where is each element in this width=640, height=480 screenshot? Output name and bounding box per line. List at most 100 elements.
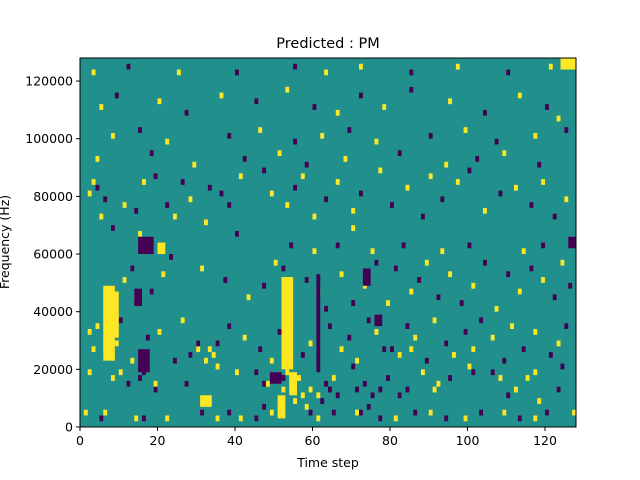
heatmap-cell	[421, 369, 425, 376]
heatmap-cell	[432, 386, 437, 393]
heatmap-cell	[545, 104, 549, 110]
heatmap-cell	[444, 415, 449, 422]
heatmap-cell	[138, 230, 143, 237]
heatmap-cell	[467, 242, 472, 249]
heatmap-block	[560, 58, 576, 70]
heatmap-cell	[390, 202, 394, 208]
heatmap-cell	[343, 156, 348, 162]
heatmap-cell	[242, 156, 247, 162]
heatmap-cell	[169, 254, 174, 260]
heatmap-cell	[483, 207, 487, 214]
heatmap-cell	[359, 63, 363, 70]
heatmap-cell	[173, 357, 177, 364]
heatmap-cell	[498, 190, 503, 197]
heatmap-cell	[215, 363, 220, 370]
heatmap-cell	[324, 196, 329, 203]
heatmap-cell	[103, 196, 108, 203]
y-tick-label: 120000	[25, 74, 73, 89]
heatmap-cell	[277, 328, 282, 335]
heatmap-cell	[351, 225, 356, 231]
heatmap-block	[157, 242, 166, 255]
heatmap-cell	[471, 369, 476, 376]
heatmap-cell	[409, 288, 414, 295]
heatmap-cell	[242, 334, 247, 341]
heatmap-cell	[471, 282, 476, 289]
heatmap-cell	[281, 386, 286, 393]
heatmap-block	[138, 349, 150, 373]
heatmap-cell	[126, 380, 131, 387]
heatmap-cell	[262, 282, 267, 289]
heatmap-block	[138, 236, 154, 255]
heatmap-cell	[479, 317, 484, 324]
heatmap-cell	[196, 340, 201, 347]
heatmap-cell	[258, 346, 263, 353]
heatmap-cell	[335, 179, 340, 185]
heatmap-cell	[541, 277, 546, 283]
heatmap-cell	[142, 415, 146, 422]
heatmap-cell	[378, 415, 383, 422]
heatmap-cell	[320, 132, 325, 139]
heatmap-cell	[413, 409, 418, 416]
heatmap-cell	[219, 190, 224, 197]
heatmap-cell	[320, 398, 325, 404]
chart-title: Predicted : PM	[276, 36, 379, 52]
heatmap-cell	[552, 213, 557, 220]
heatmap-cell	[467, 363, 472, 370]
heatmap-cell	[331, 409, 336, 416]
heatmap-cell	[483, 109, 487, 116]
heatmap-cell	[289, 242, 294, 249]
heatmap-cell	[463, 328, 468, 335]
heatmap-cell	[211, 352, 216, 358]
heatmap-cell	[517, 288, 522, 295]
heatmap-cell	[537, 161, 542, 168]
heatmap-cell	[312, 104, 317, 110]
x-tick-label: 100	[456, 433, 480, 448]
heatmap-cell	[440, 196, 445, 203]
heatmap-cell	[122, 202, 127, 208]
heatmap-cell	[308, 386, 313, 393]
heatmap-cell	[200, 409, 205, 416]
heatmap-block	[277, 395, 286, 419]
heatmap-cell	[312, 248, 317, 255]
heatmap-cell	[227, 132, 232, 139]
heatmap-cell	[138, 127, 143, 133]
heatmap-cell	[409, 69, 414, 76]
heatmap-cell	[142, 179, 146, 185]
heatmap-cell	[204, 357, 208, 364]
heatmap-cell	[316, 415, 321, 422]
heatmap-cell	[145, 334, 150, 341]
heatmap-cell	[99, 415, 104, 422]
heatmap-cell	[254, 369, 259, 376]
heatmap-cell	[490, 334, 495, 341]
heatmap-cell	[161, 271, 166, 278]
heatmap-cell	[335, 109, 340, 116]
heatmap-cell	[122, 277, 127, 283]
heatmap-cell	[366, 403, 371, 410]
heatmap-cell	[219, 92, 224, 99]
heatmap-cell	[424, 259, 429, 266]
heatmap-cell	[506, 392, 511, 399]
heatmap-cell	[91, 346, 96, 353]
heatmap-cell	[111, 225, 115, 231]
x-axis-label: Time step	[296, 455, 359, 470]
heatmap-cell	[386, 300, 391, 306]
heatmap-cell	[293, 398, 298, 404]
heatmap-cell	[444, 161, 449, 168]
heatmap-cell	[521, 346, 526, 353]
heatmap-cell	[502, 150, 507, 157]
heatmap-cell	[269, 190, 274, 197]
heatmap-cell	[533, 369, 538, 376]
heatmap-cell	[293, 63, 298, 70]
heatmap-cell	[355, 409, 360, 416]
x-tick-label: 60	[305, 433, 321, 448]
heatmap-cell	[378, 167, 383, 174]
heatmap-cell	[502, 357, 507, 364]
heatmap-cell	[331, 375, 336, 381]
heatmap-cell	[560, 259, 565, 266]
heatmap-cell	[533, 415, 538, 422]
plot-frame	[79, 57, 577, 428]
x-tick-label: 20	[150, 433, 166, 448]
heatmap-cell	[374, 138, 379, 145]
heatmap-cell	[192, 161, 197, 168]
heatmap-cell	[556, 386, 561, 393]
